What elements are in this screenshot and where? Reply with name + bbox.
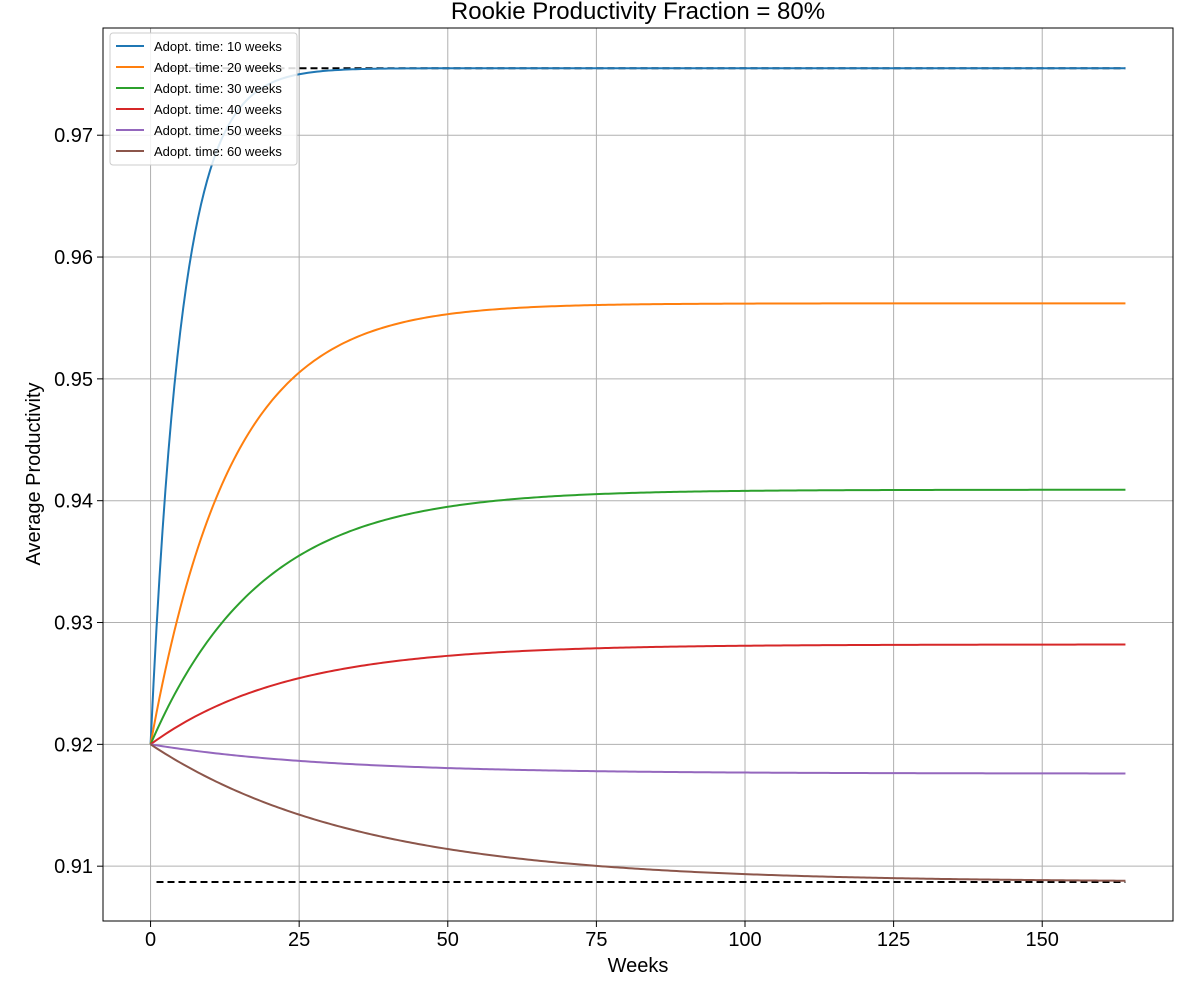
legend-label: Adopt. time: 10 weeks <box>154 39 282 54</box>
chart-title: Rookie Productivity Fraction = 80% <box>451 0 825 25</box>
plot-frame <box>102 27 1174 922</box>
x-tick-label: 75 <box>585 929 607 951</box>
grid-lines <box>103 28 1173 921</box>
y-tick-label: 0.96 <box>54 247 93 269</box>
series-line <box>150 743 1126 882</box>
series-line <box>149 302 1126 745</box>
legend-label: Adopt. time: 30 weeks <box>154 81 282 96</box>
legend-label: Adopt. time: 20 weeks <box>154 60 282 75</box>
x-tick-label: 125 <box>877 929 910 951</box>
x-tick-label: 25 <box>288 929 310 951</box>
legend: Adopt. time: 10 weeks Adopt. time: 20 wee… <box>109 32 298 166</box>
x-axis-ticks: 0 25 50 75 100 125 150 <box>145 921 1059 951</box>
y-tick-label: 0.92 <box>54 734 93 756</box>
series-line <box>149 488 1126 745</box>
y-tick-label: 0.97 <box>54 125 93 147</box>
x-tick-label: 150 <box>1026 929 1059 951</box>
legend-label: Adopt. time: 50 weeks <box>154 123 282 138</box>
legend-label: Adopt. time: 40 weeks <box>154 102 282 117</box>
x-axis-label: Weeks <box>608 955 669 977</box>
series-lines <box>149 67 1126 882</box>
series-line <box>149 643 1126 746</box>
y-tick-label: 0.94 <box>54 491 93 513</box>
x-tick-label: 50 <box>437 929 459 951</box>
series-line <box>149 67 1126 745</box>
legend-label: Adopt. time: 60 weeks <box>154 144 282 159</box>
x-tick-label: 0 <box>145 929 156 951</box>
legend-box <box>109 32 298 166</box>
y-axis-label: Average Productivity <box>23 382 45 565</box>
y-tick-label: 0.93 <box>54 613 93 635</box>
y-tick-label: 0.91 <box>54 856 93 878</box>
x-tick-label: 100 <box>728 929 761 951</box>
series-line <box>150 743 1126 775</box>
y-axis-ticks: 0.91 0.92 0.93 0.94 0.95 0.96 0.97 <box>54 125 103 878</box>
y-tick-label: 0.95 <box>54 369 93 391</box>
